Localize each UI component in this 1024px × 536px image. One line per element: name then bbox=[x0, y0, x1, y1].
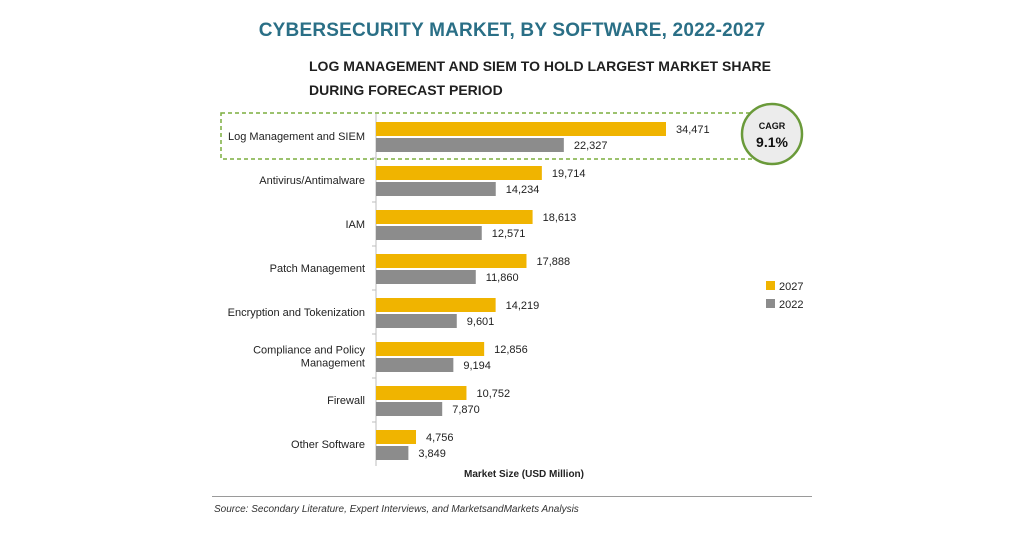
chart-title: CYBERSECURITY MARKET, BY SOFTWARE, 2022-… bbox=[258, 20, 766, 41]
bar-2022 bbox=[376, 226, 482, 240]
category-label: Patch Management bbox=[270, 263, 365, 275]
bar-2027 bbox=[376, 430, 417, 444]
bar-2027 bbox=[376, 166, 542, 180]
category-label: Management bbox=[301, 358, 365, 370]
chart-subtitle: LOG MANAGEMENT AND SIEM TO HOLD LARGEST … bbox=[309, 58, 771, 98]
value-label-2022: 11,860 bbox=[486, 272, 519, 284]
value-label-2027: 18,613 bbox=[543, 212, 577, 224]
value-label-2027: 19,714 bbox=[552, 168, 586, 180]
y-axis-ticks bbox=[372, 157, 376, 423]
value-label-2022: 14,234 bbox=[506, 184, 540, 196]
legend: 2027 2022 bbox=[766, 281, 803, 311]
category-label: IAM bbox=[345, 219, 365, 231]
legend-swatch-2022 bbox=[766, 299, 775, 308]
value-label-2022: 7,870 bbox=[452, 404, 480, 416]
bar-2027 bbox=[376, 298, 496, 312]
bar-2022 bbox=[376, 138, 564, 152]
value-label-2022: 12,571 bbox=[492, 228, 526, 240]
cagr-badge: CAGR 9.1% bbox=[740, 102, 804, 166]
bar-2027 bbox=[376, 254, 527, 268]
bar-2027 bbox=[376, 342, 485, 356]
value-label-2027: 4,756 bbox=[426, 432, 454, 444]
x-axis-label: Market Size (USD Million) bbox=[464, 469, 584, 480]
value-label-2027: 17,888 bbox=[536, 256, 570, 268]
legend-label-2022: 2022 bbox=[779, 299, 803, 311]
bar-2022 bbox=[376, 446, 409, 460]
bar-2022 bbox=[376, 402, 443, 416]
category-label: Log Management and SIEM bbox=[228, 131, 365, 143]
value-label-2027: 14,219 bbox=[506, 300, 540, 312]
bar-2022 bbox=[376, 270, 476, 284]
category-labels: Log Management and SIEM Antivirus/Antimal… bbox=[228, 131, 366, 451]
category-label: Other Software bbox=[291, 439, 365, 451]
value-labels: 34,471 22,327 19,714 14,234 18,613 12,571 17,8… bbox=[418, 124, 709, 460]
value-label-2027: 10,752 bbox=[476, 388, 510, 400]
value-label-2022: 9,194 bbox=[463, 360, 491, 372]
cagr-value: 9.1% bbox=[756, 134, 788, 150]
bar-2022 bbox=[376, 314, 457, 328]
bar-2022 bbox=[376, 358, 454, 372]
bar-2022 bbox=[376, 182, 496, 196]
value-label-2022: 22,327 bbox=[574, 140, 608, 152]
legend-swatch-2027 bbox=[766, 281, 775, 290]
bar-2027 bbox=[376, 210, 533, 224]
bar-2027 bbox=[376, 386, 467, 400]
category-label: Firewall bbox=[327, 395, 365, 407]
bar-2027 bbox=[376, 122, 666, 136]
category-label: Encryption and Tokenization bbox=[228, 307, 365, 319]
value-label-2022: 3,849 bbox=[418, 448, 446, 460]
bars bbox=[376, 122, 666, 460]
value-label-2027: 34,471 bbox=[676, 124, 710, 136]
footer-divider bbox=[212, 496, 812, 497]
category-label: Antivirus/Antimalware bbox=[259, 175, 365, 187]
value-label-2027: 12,856 bbox=[494, 344, 528, 356]
source-note: Source: Secondary Literature, Expert Int… bbox=[214, 504, 579, 515]
value-label-2022: 9,601 bbox=[467, 316, 495, 328]
legend-label-2027: 2027 bbox=[779, 281, 803, 293]
category-label: Compliance and Policy bbox=[253, 345, 365, 357]
cagr-circle bbox=[740, 102, 804, 166]
cagr-label: CAGR bbox=[759, 121, 786, 131]
